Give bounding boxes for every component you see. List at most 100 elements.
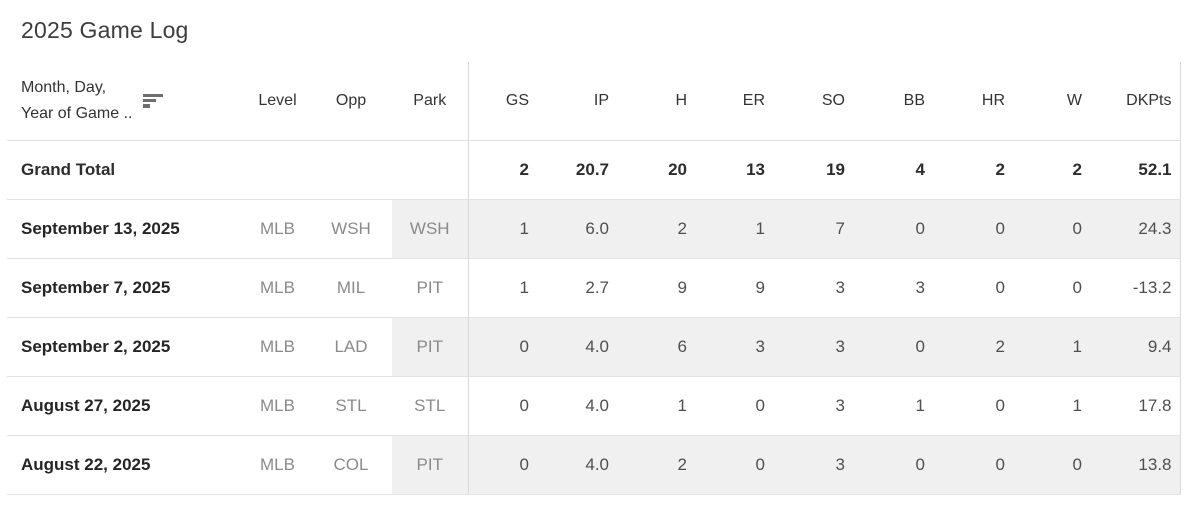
cell-dkpts[interactable]: 9.4 <box>1090 317 1181 377</box>
cell-hr[interactable]: 0 <box>933 435 1013 495</box>
table-row-grand-total[interactable]: Grand Total 2 20.7 20 13 19 4 2 2 52.1 <box>7 140 1181 200</box>
column-header-ip[interactable]: IP <box>537 62 617 141</box>
cell-hr[interactable]: 0 <box>933 258 1013 318</box>
column-header-h[interactable]: H <box>617 62 695 141</box>
cell-opp[interactable] <box>310 140 392 200</box>
table-row[interactable]: September 13, 2025 MLB WSH WSH 1 6.0 2 1… <box>7 199 1181 259</box>
cell-gs[interactable]: 1 <box>467 258 537 318</box>
cell-level[interactable]: MLB <box>245 435 310 495</box>
cell-ip[interactable]: 4.0 <box>537 376 617 436</box>
column-header-park[interactable]: Park <box>392 62 468 141</box>
cell-er[interactable]: 3 <box>695 317 773 377</box>
date-header-line1: Month, Day, <box>21 78 107 96</box>
cell-w[interactable]: 0 <box>1013 435 1090 495</box>
column-header-hr[interactable]: HR <box>933 62 1013 141</box>
column-header-er[interactable]: ER <box>695 62 773 141</box>
cell-opp[interactable]: COL <box>310 435 392 495</box>
cell-level[interactable]: MLB <box>245 376 310 436</box>
column-header-opp[interactable]: Opp <box>310 62 392 141</box>
column-header-gs[interactable]: GS <box>467 62 537 141</box>
cell-h[interactable]: 9 <box>617 258 695 318</box>
cell-gs[interactable]: 1 <box>467 199 537 259</box>
table-row[interactable]: August 27, 2025 MLB STL STL 0 4.0 1 0 3 … <box>7 376 1181 436</box>
cell-ip[interactable]: 4.0 <box>537 435 617 495</box>
cell-ip[interactable]: 6.0 <box>537 199 617 259</box>
cell-park[interactable] <box>392 140 468 200</box>
cell-row-label[interactable]: Grand Total <box>7 140 245 200</box>
cell-gs[interactable]: 0 <box>467 435 537 495</box>
cell-dkpts[interactable]: 52.1 <box>1090 140 1181 200</box>
cell-date[interactable]: August 22, 2025 <box>7 435 245 495</box>
cell-h[interactable]: 2 <box>617 199 695 259</box>
cell-ip[interactable]: 2.7 <box>537 258 617 318</box>
cell-hr[interactable]: 2 <box>933 317 1013 377</box>
column-header-dkpts[interactable]: DKPts <box>1090 62 1181 141</box>
cell-date[interactable]: August 27, 2025 <box>7 376 245 436</box>
cell-opp[interactable]: STL <box>310 376 392 436</box>
cell-er[interactable]: 0 <box>695 376 773 436</box>
cell-gs[interactable]: 2 <box>467 140 537 200</box>
table-row[interactable]: September 7, 2025 MLB MIL PIT 1 2.7 9 9 … <box>7 258 1181 318</box>
cell-opp[interactable]: LAD <box>310 317 392 377</box>
cell-bb[interactable]: 3 <box>853 258 933 318</box>
cell-hr[interactable]: 2 <box>933 140 1013 200</box>
cell-so[interactable]: 7 <box>773 199 853 259</box>
cell-er[interactable]: 1 <box>695 199 773 259</box>
cell-bb[interactable]: 0 <box>853 435 933 495</box>
cell-level[interactable]: MLB <box>245 317 310 377</box>
table-row[interactable]: September 2, 2025 MLB LAD PIT 0 4.0 6 3 … <box>7 317 1181 377</box>
cell-ip[interactable]: 4.0 <box>537 317 617 377</box>
table-row[interactable]: August 22, 2025 MLB COL PIT 0 4.0 2 0 3 … <box>7 435 1181 495</box>
cell-park[interactable]: PIT <box>392 258 468 318</box>
cell-w[interactable]: 0 <box>1013 258 1090 318</box>
column-header-bb[interactable]: BB <box>853 62 933 141</box>
cell-w[interactable]: 1 <box>1013 376 1090 436</box>
cell-bb[interactable]: 0 <box>853 317 933 377</box>
cell-park[interactable]: STL <box>392 376 468 436</box>
cell-w[interactable]: 1 <box>1013 317 1090 377</box>
cell-hr[interactable]: 0 <box>933 376 1013 436</box>
cell-dkpts[interactable]: 17.8 <box>1090 376 1181 436</box>
cell-dkpts[interactable]: -13.2 <box>1090 258 1181 318</box>
cell-so[interactable]: 3 <box>773 317 853 377</box>
column-header-date[interactable]: Month, Day, Year of Game .. <box>7 62 245 141</box>
cell-w[interactable]: 0 <box>1013 199 1090 259</box>
cell-opp[interactable]: WSH <box>310 199 392 259</box>
cell-h[interactable]: 6 <box>617 317 695 377</box>
cell-so[interactable]: 19 <box>773 140 853 200</box>
cell-bb[interactable]: 4 <box>853 140 933 200</box>
cell-level[interactable]: MLB <box>245 199 310 259</box>
cell-h[interactable]: 2 <box>617 435 695 495</box>
cell-so[interactable]: 3 <box>773 435 853 495</box>
cell-so[interactable]: 3 <box>773 376 853 436</box>
cell-er[interactable]: 9 <box>695 258 773 318</box>
cell-bb[interactable]: 0 <box>853 199 933 259</box>
cell-dkpts[interactable]: 24.3 <box>1090 199 1181 259</box>
cell-park[interactable]: PIT <box>392 317 468 377</box>
cell-er[interactable]: 13 <box>695 140 773 200</box>
cell-date[interactable]: September 13, 2025 <box>7 199 245 259</box>
cell-date[interactable]: September 7, 2025 <box>7 258 245 318</box>
column-header-w[interactable]: W <box>1013 62 1090 141</box>
cell-h[interactable]: 20 <box>617 140 695 200</box>
cell-h[interactable]: 1 <box>617 376 695 436</box>
sort-descending-icon[interactable] <box>143 93 164 108</box>
cell-level[interactable]: MLB <box>245 258 310 318</box>
cell-level[interactable] <box>245 140 310 200</box>
cell-gs[interactable]: 0 <box>467 317 537 377</box>
cell-dkpts[interactable]: 13.8 <box>1090 435 1181 495</box>
cell-opp[interactable]: MIL <box>310 258 392 318</box>
column-header-so[interactable]: SO <box>773 62 853 141</box>
cell-bb[interactable]: 1 <box>853 376 933 436</box>
cell-park[interactable]: PIT <box>392 435 468 495</box>
cell-hr[interactable]: 0 <box>933 199 1013 259</box>
column-header-level[interactable]: Level <box>245 62 310 141</box>
cell-w[interactable]: 2 <box>1013 140 1090 200</box>
header-row: Month, Day, Year of Game .. Level Opp Pa… <box>7 62 1181 141</box>
cell-date[interactable]: September 2, 2025 <box>7 317 245 377</box>
cell-so[interactable]: 3 <box>773 258 853 318</box>
cell-gs[interactable]: 0 <box>467 376 537 436</box>
cell-er[interactable]: 0 <box>695 435 773 495</box>
cell-park[interactable]: WSH <box>392 199 468 259</box>
cell-ip[interactable]: 20.7 <box>537 140 617 200</box>
